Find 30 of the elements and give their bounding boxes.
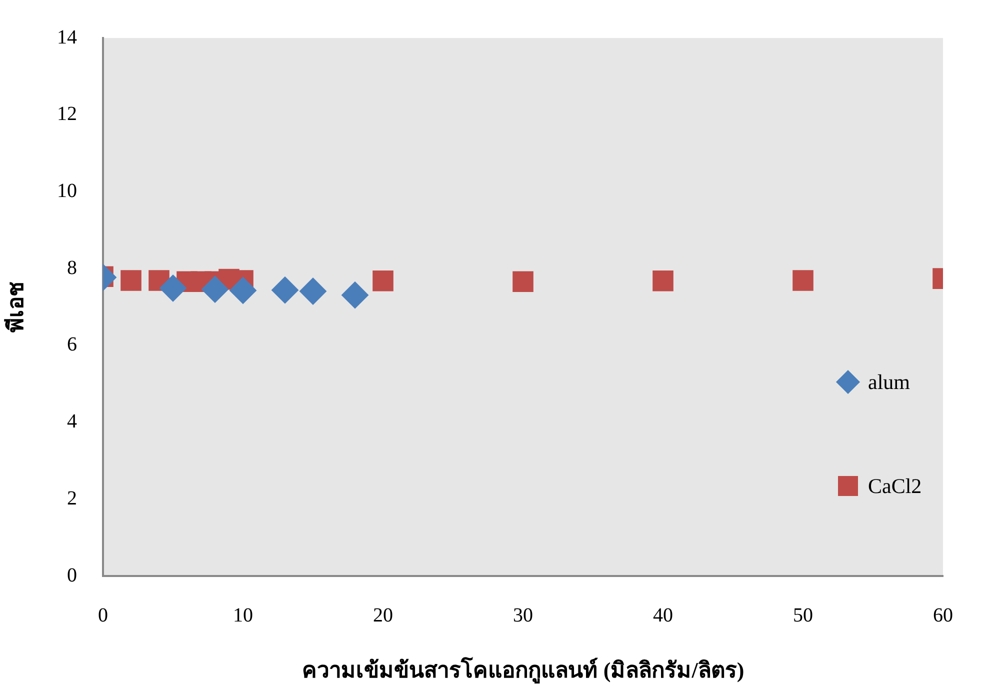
x-tick-label: 20 [373, 604, 393, 626]
point [300, 278, 326, 305]
y-tick-label: 0 [67, 564, 77, 586]
point [230, 276, 256, 304]
y-tick-label: 10 [57, 180, 77, 202]
point [160, 274, 186, 302]
point [120, 270, 142, 291]
x-tick-label: 0 [98, 604, 108, 626]
x-tick-label: 10 [233, 604, 253, 626]
point [202, 276, 228, 303]
y-axis-title: พีเอช [2, 282, 28, 332]
legend-label: CaCl2 [868, 474, 922, 498]
y-tick-label: 6 [67, 334, 77, 356]
point [272, 276, 298, 304]
point [342, 282, 368, 309]
point [652, 270, 674, 292]
x-tick-label: 30 [513, 604, 533, 626]
legend-label: alum [868, 370, 910, 394]
y-tick-label: 2 [67, 487, 77, 510]
y-tick-label: 14 [57, 26, 77, 48]
x-axis-title: ความเข้มข้นสารโคแอกกูแลนท์ (มิลลิกรัม/ลิตร) [302, 656, 744, 684]
y-tick-label: 4 [67, 410, 77, 433]
point [372, 270, 394, 292]
y-tick-label: 12 [57, 103, 77, 126]
point [792, 270, 814, 291]
x-tick-label: 40 [653, 604, 673, 626]
x-tick-label: 50 [793, 604, 813, 626]
x-tick-label: 60 [933, 604, 953, 626]
y-tick-label: 8 [67, 256, 77, 279]
point [512, 271, 534, 292]
